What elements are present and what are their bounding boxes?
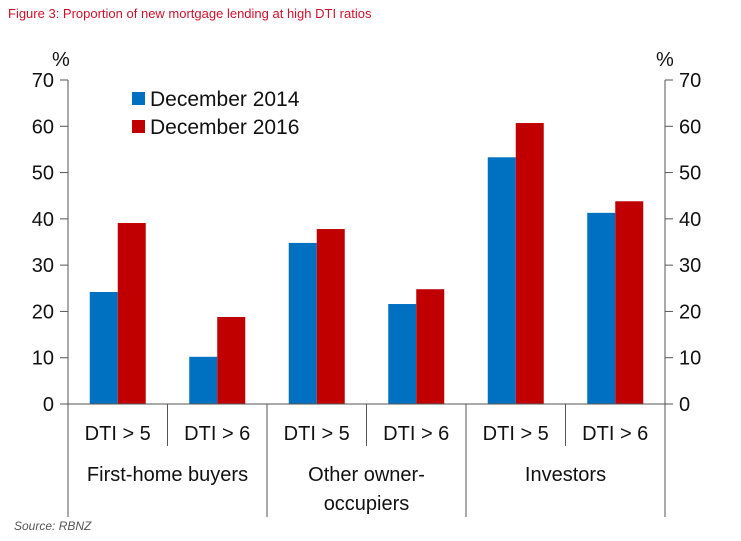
bar-december-2016: [416, 289, 445, 404]
group-label: Other owner-: [308, 464, 425, 486]
bar-december-2014: [189, 356, 218, 404]
bar-december-2014: [288, 242, 317, 404]
left-tick-label: 60: [32, 116, 54, 138]
category-label: DTI > 6: [383, 423, 449, 445]
left-tick-label: 70: [32, 70, 54, 92]
category-label: DTI > 5: [85, 423, 151, 445]
bar-december-2014: [89, 291, 118, 404]
right-axis-unit: %: [656, 49, 674, 71]
right-tick-label: 20: [679, 301, 701, 323]
group-label: occupiers: [324, 493, 410, 515]
legend-swatch: [132, 92, 145, 105]
source-note: Source: RBNZ: [14, 519, 92, 533]
category-label: DTI > 5: [284, 423, 350, 445]
category-label: DTI > 6: [184, 423, 250, 445]
legend-label: December 2014: [150, 88, 300, 111]
group-label: Investors: [525, 464, 606, 486]
left-tick-label: 0: [43, 394, 54, 416]
right-tick-label: 60: [679, 116, 701, 138]
right-tick-label: 10: [679, 348, 701, 370]
left-tick-label: 50: [32, 163, 54, 185]
bar-december-2014: [587, 212, 616, 404]
right-tick-label: 30: [679, 255, 701, 277]
bar-december-2016: [217, 316, 246, 404]
right-tick-label: 0: [679, 394, 690, 416]
bar-december-2014: [388, 304, 417, 404]
left-tick-label: 30: [32, 255, 54, 277]
category-label: DTI > 5: [483, 423, 549, 445]
category-label: DTI > 6: [582, 423, 648, 445]
right-tick-label: 40: [679, 209, 701, 231]
bar-december-2016: [615, 201, 644, 404]
right-tick-label: 70: [679, 70, 701, 92]
chart-title: Figure 3: Proportion of new mortgage len…: [8, 6, 372, 21]
bar-december-2016: [316, 229, 345, 404]
left-tick-label: 10: [32, 348, 54, 370]
bar-december-2014: [487, 157, 516, 404]
left-axis-unit: %: [52, 49, 70, 71]
left-tick-label: 40: [32, 209, 54, 231]
legend-label: December 2016: [150, 116, 299, 139]
legend-swatch: [132, 120, 145, 133]
left-tick-label: 20: [32, 301, 54, 323]
bar-december-2016: [117, 223, 146, 404]
bar-december-2016: [515, 123, 544, 404]
group-label: First-home buyers: [87, 464, 248, 486]
right-tick-label: 50: [679, 163, 701, 185]
